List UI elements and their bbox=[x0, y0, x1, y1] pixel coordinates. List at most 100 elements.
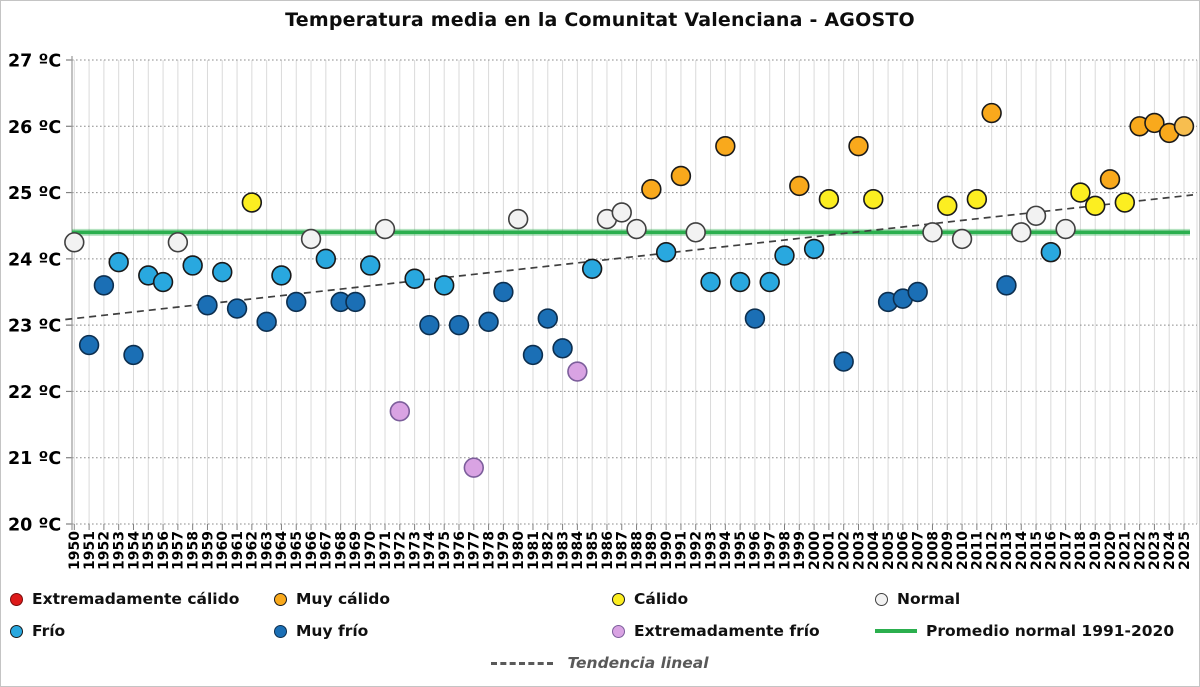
x-axis-label: 2003 bbox=[851, 531, 867, 570]
data-point-1951[interactable] bbox=[78, 334, 100, 356]
data-point-1952[interactable] bbox=[93, 275, 115, 296]
x-axis-label: 2022 bbox=[1132, 531, 1148, 570]
data-point-1965[interactable] bbox=[286, 291, 307, 313]
data-point-2012[interactable] bbox=[981, 102, 1002, 124]
trend-line-swatch bbox=[491, 661, 554, 665]
data-point-1969[interactable] bbox=[345, 291, 366, 313]
data-point-1959[interactable] bbox=[197, 295, 218, 316]
x-axis-label: 1981 bbox=[526, 531, 542, 570]
data-point-1978[interactable] bbox=[478, 311, 499, 333]
data-point-1994[interactable] bbox=[715, 135, 736, 157]
data-point-1997[interactable] bbox=[759, 271, 780, 293]
data-point-1963[interactable] bbox=[256, 311, 277, 333]
x-axis-label: 2015 bbox=[1029, 531, 1045, 570]
data-point-1995[interactable] bbox=[729, 271, 751, 293]
data-point-1987[interactable] bbox=[611, 202, 632, 223]
x-axis-label: 1974 bbox=[422, 531, 438, 570]
data-point-1999[interactable] bbox=[789, 175, 810, 197]
data-point-2025[interactable] bbox=[1173, 116, 1195, 137]
data-point-1953[interactable] bbox=[108, 251, 129, 273]
data-point-1984[interactable] bbox=[567, 361, 588, 382]
data-point-1979[interactable] bbox=[493, 281, 514, 303]
data-point-1977[interactable] bbox=[463, 457, 484, 478]
data-point-1960[interactable] bbox=[212, 261, 233, 283]
x-axis-label: 1953 bbox=[111, 531, 127, 570]
data-point-1971[interactable] bbox=[374, 218, 396, 240]
data-point-1962[interactable] bbox=[241, 192, 263, 213]
data-point-2017[interactable] bbox=[1055, 218, 1076, 240]
data-point-2008[interactable] bbox=[922, 222, 943, 243]
x-axis-label: 1991 bbox=[674, 531, 690, 570]
temperature-scatter-chart: 27 ºC 26 ºC 25 ºC 24 ºC 23 ºC 22 ºC 21 ºC 20 ºC… bbox=[8, 52, 1198, 570]
data-point-1996[interactable] bbox=[744, 308, 766, 329]
legend-item-ef: Extremadamente frío bbox=[612, 620, 820, 642]
data-point-2004[interactable] bbox=[863, 189, 884, 210]
category-dot-swatch bbox=[612, 592, 625, 606]
data-point-2001[interactable] bbox=[818, 189, 840, 210]
x-axis-label: 1976 bbox=[452, 531, 468, 570]
x-axis-label: 1966 bbox=[304, 531, 320, 570]
data-point-1993[interactable] bbox=[700, 271, 721, 293]
data-point-1992[interactable] bbox=[685, 222, 706, 243]
legend-item-promedio-normal: Promedio normal 1991-2020 bbox=[875, 620, 1174, 642]
data-point-2011[interactable] bbox=[966, 189, 988, 210]
legend-item-mc: Muy cálido bbox=[274, 588, 390, 610]
data-point-1972[interactable] bbox=[389, 401, 411, 422]
x-axis-label: 2000 bbox=[807, 531, 823, 570]
data-point-1981[interactable] bbox=[522, 344, 544, 366]
x-axis-label: 1998 bbox=[777, 531, 793, 570]
category-dot-swatch bbox=[274, 592, 287, 606]
data-point-1980[interactable] bbox=[507, 208, 529, 230]
data-point-1985[interactable] bbox=[581, 258, 603, 279]
data-point-2014[interactable] bbox=[1011, 222, 1032, 243]
legend-item-tendencia-lineal: Tendencia lineal bbox=[0, 651, 1200, 675]
data-point-2003[interactable] bbox=[848, 135, 869, 157]
data-point-1957[interactable] bbox=[167, 232, 189, 253]
x-axis-label: 2025 bbox=[1177, 531, 1193, 570]
x-axis-label: 2005 bbox=[881, 531, 897, 570]
x-axis-label: 1996 bbox=[748, 531, 764, 570]
category-dot-swatch bbox=[10, 624, 23, 638]
data-point-1967[interactable] bbox=[315, 248, 337, 270]
data-point-2002[interactable] bbox=[833, 351, 854, 372]
data-point-1983[interactable] bbox=[552, 338, 573, 359]
x-axis-label: 1997 bbox=[763, 531, 779, 570]
x-axis-label: 1970 bbox=[363, 531, 379, 570]
data-point-1974[interactable] bbox=[419, 314, 440, 336]
data-point-2010[interactable] bbox=[951, 228, 973, 250]
data-point-1950[interactable] bbox=[64, 232, 85, 253]
data-point-2020[interactable] bbox=[1099, 169, 1121, 190]
data-point-1998[interactable] bbox=[774, 245, 795, 266]
data-point-1964[interactable] bbox=[271, 265, 292, 286]
data-point-1991[interactable] bbox=[670, 165, 692, 187]
data-point-2018[interactable] bbox=[1070, 182, 1091, 203]
x-axis-label: 1985 bbox=[585, 531, 601, 570]
data-point-2009[interactable] bbox=[937, 195, 958, 217]
data-point-2016[interactable] bbox=[1040, 242, 1062, 263]
data-point-1970[interactable] bbox=[360, 255, 381, 276]
data-point-2023[interactable] bbox=[1144, 112, 1165, 134]
data-point-1990[interactable] bbox=[655, 242, 677, 263]
data-point-1976[interactable] bbox=[448, 314, 470, 336]
data-point-1958[interactable] bbox=[182, 255, 203, 276]
data-point-1989[interactable] bbox=[641, 179, 662, 200]
legend-label: Muy cálido bbox=[296, 590, 390, 608]
data-point-2007[interactable] bbox=[907, 281, 928, 303]
x-axis-label: 2004 bbox=[866, 531, 882, 570]
data-point-2015[interactable] bbox=[1025, 205, 1047, 226]
y-axis-label: 24 ºC bbox=[8, 250, 61, 270]
data-point-2013[interactable] bbox=[996, 275, 1017, 296]
data-point-1954[interactable] bbox=[123, 344, 144, 366]
data-point-1966[interactable] bbox=[300, 228, 322, 250]
data-point-1956[interactable] bbox=[152, 271, 174, 293]
data-point-1975[interactable] bbox=[434, 275, 455, 296]
data-point-2021[interactable] bbox=[1114, 192, 1136, 213]
x-axis-label: 2011 bbox=[970, 531, 986, 570]
data-point-1961[interactable] bbox=[226, 298, 248, 319]
data-point-2000[interactable] bbox=[803, 238, 825, 260]
data-point-1988[interactable] bbox=[626, 218, 647, 240]
data-point-2019[interactable] bbox=[1085, 195, 1106, 217]
data-point-1982[interactable] bbox=[537, 308, 558, 329]
x-axis-label: 1988 bbox=[629, 531, 645, 570]
data-point-1973[interactable] bbox=[404, 268, 425, 289]
